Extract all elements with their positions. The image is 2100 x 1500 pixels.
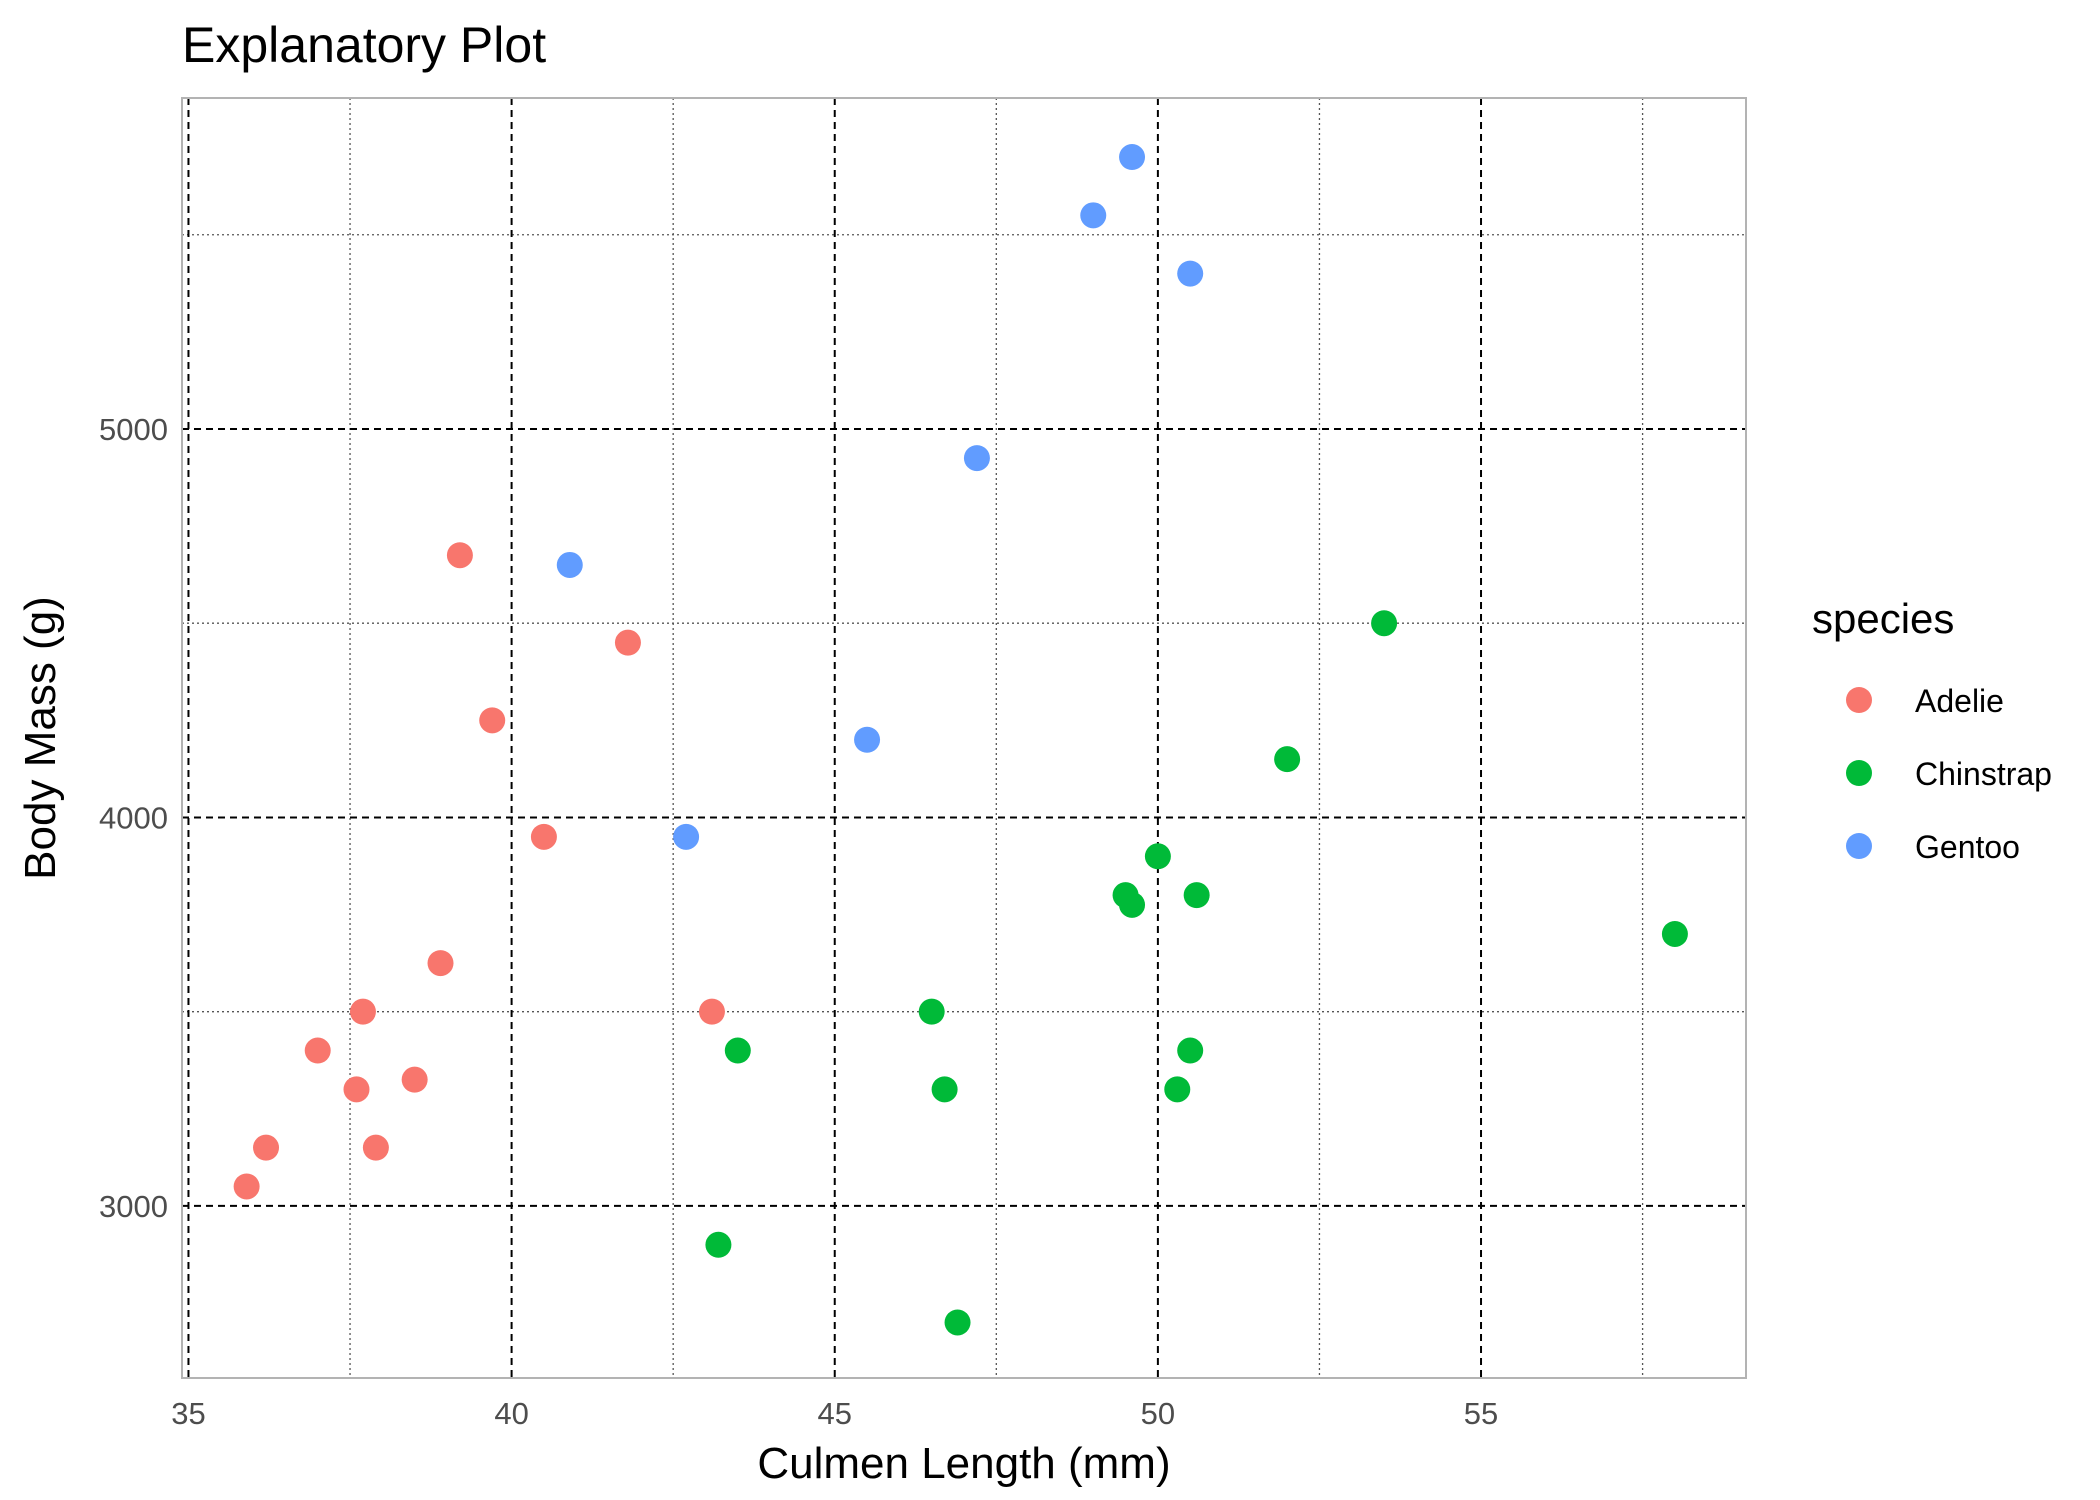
y-tick-label: 4000	[99, 800, 168, 835]
data-point-chinstrap	[918, 998, 945, 1025]
chart-title: Explanatory Plot	[182, 17, 546, 73]
data-points	[233, 144, 1688, 1336]
data-point-chinstrap	[1371, 610, 1398, 637]
minor-gridlines	[182, 98, 1746, 1378]
data-point-adelie	[304, 1037, 331, 1064]
data-point-chinstrap	[1274, 746, 1301, 773]
data-point-adelie	[253, 1134, 280, 1161]
x-tick-label: 50	[1141, 1396, 1175, 1431]
data-point-adelie	[427, 950, 454, 977]
data-point-chinstrap	[705, 1231, 732, 1258]
data-point-chinstrap	[1661, 920, 1688, 947]
data-point-gentoo	[854, 726, 881, 753]
legend-key-adelie	[1846, 687, 1872, 713]
legend-items: Adelie Chinstrap Gentoo	[1846, 683, 2052, 865]
y-tick-label: 3000	[99, 1189, 168, 1224]
major-gridlines	[182, 98, 1746, 1378]
legend-label-adelie: Adelie	[1915, 683, 2004, 719]
legend-label-chinstrap: Chinstrap	[1915, 756, 2052, 792]
data-point-gentoo	[1080, 202, 1107, 229]
legend-label-gentoo: Gentoo	[1915, 829, 2020, 865]
data-point-chinstrap	[944, 1309, 971, 1336]
data-point-gentoo	[963, 445, 990, 472]
data-point-chinstrap	[931, 1076, 958, 1103]
x-tick-label: 45	[818, 1396, 852, 1431]
data-point-chinstrap	[1144, 843, 1171, 870]
data-point-gentoo	[1177, 260, 1204, 287]
data-point-chinstrap	[1183, 882, 1210, 909]
y-tick-label: 5000	[99, 412, 168, 447]
x-tick-label: 35	[171, 1396, 205, 1431]
panel-border	[181, 97, 1747, 1379]
data-point-adelie	[446, 542, 473, 569]
data-point-gentoo	[1119, 144, 1146, 171]
plot-panel	[181, 97, 1747, 1379]
legend-key-gentoo	[1846, 833, 1872, 859]
y-axis-ticks: 3000 4000 5000	[99, 412, 168, 1224]
data-point-gentoo	[556, 551, 583, 578]
data-point-adelie	[343, 1076, 370, 1103]
data-point-chinstrap	[724, 1037, 751, 1064]
data-point-adelie	[530, 823, 557, 850]
legend-key-chinstrap	[1846, 760, 1872, 786]
data-point-chinstrap	[1164, 1076, 1191, 1103]
data-point-adelie	[233, 1173, 260, 1200]
data-point-adelie	[698, 998, 725, 1025]
data-point-adelie	[362, 1134, 389, 1161]
x-axis-ticks: 35 40 45 50 55	[171, 1396, 1498, 1431]
data-point-chinstrap	[1119, 891, 1146, 918]
x-tick-label: 55	[1464, 1396, 1498, 1431]
legend-title: species	[1812, 595, 1954, 642]
data-point-adelie	[479, 707, 506, 734]
data-point-gentoo	[673, 823, 700, 850]
data-point-adelie	[401, 1066, 428, 1093]
x-tick-label: 40	[494, 1396, 528, 1431]
data-point-adelie	[614, 629, 641, 656]
data-point-adelie	[349, 998, 376, 1025]
data-point-chinstrap	[1177, 1037, 1204, 1064]
y-axis-title: Body Mass (g)	[16, 596, 65, 880]
x-axis-title: Culmen Length (mm)	[757, 1439, 1170, 1488]
legend: species Adelie Chinstrap Gentoo	[1812, 595, 2052, 865]
